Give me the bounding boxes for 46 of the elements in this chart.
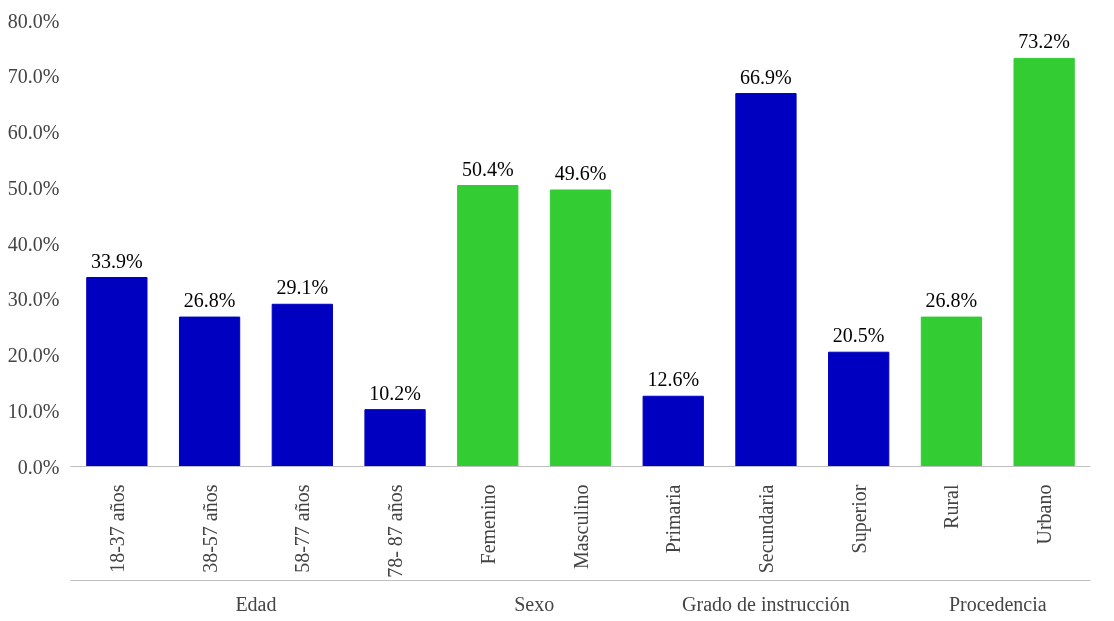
- data-label: 33.9%: [91, 249, 143, 272]
- y-tick-label: 60.0%: [7, 121, 60, 143]
- data-label: 10.2%: [369, 381, 421, 404]
- bar: [364, 409, 426, 467]
- x-tick-label: Superior: [847, 484, 871, 554]
- data-label: 20.5%: [832, 324, 885, 347]
- y-tick-label: 30.0%: [7, 288, 60, 311]
- y-tick-label: 0.0%: [17, 455, 60, 478]
- x-tick-label: Rural: [940, 484, 963, 529]
- bar: [920, 316, 983, 467]
- x-tick-label: Primaria: [662, 484, 685, 554]
- data-label: 26.8%: [925, 289, 978, 312]
- data-label: 49.6%: [554, 161, 607, 184]
- data-label: 29.1%: [276, 276, 329, 299]
- data-label: 73.2%: [1018, 30, 1070, 53]
- y-tick-label: 40.0%: [7, 232, 60, 255]
- y-tick-label: 70.0%: [7, 65, 60, 88]
- y-tick-label: 10.0%: [7, 399, 60, 422]
- x-tick-label: Urbano: [1033, 484, 1056, 545]
- bar: [457, 185, 519, 467]
- x-tick-label: 18-37 años: [105, 484, 128, 573]
- data-label: 66.9%: [740, 65, 792, 88]
- text: Edad: [235, 592, 277, 615]
- data-label: 12.6%: [647, 368, 700, 391]
- bar: [271, 303, 333, 467]
- bar: [1013, 57, 1075, 467]
- x-tick-label: Masculino: [569, 484, 592, 569]
- x-tick-label: Femenino: [476, 484, 499, 565]
- x-tick-label: Secundaria: [754, 484, 777, 574]
- bar: [86, 277, 148, 467]
- y-tick-label: 80.0%: [7, 9, 60, 32]
- bar: [735, 93, 797, 467]
- bar: [549, 189, 612, 467]
- y-tick-label: 50.0%: [7, 176, 60, 199]
- bar: [642, 395, 704, 467]
- data-label: 26.8%: [183, 289, 236, 312]
- text: Sexo: [514, 592, 555, 615]
- x-tick-label: 58-77 años: [291, 484, 314, 573]
- bar: [178, 316, 241, 467]
- bar: [828, 351, 890, 467]
- text: Grado de instrucción: [682, 592, 850, 615]
- x-tick-label: 38-57 años: [198, 484, 221, 573]
- text: Procedencia: [948, 592, 1047, 615]
- data-label: 50.4%: [461, 157, 514, 180]
- y-tick-label: 20.0%: [7, 344, 60, 366]
- x-tick-label: 78- 87 años: [384, 484, 407, 578]
